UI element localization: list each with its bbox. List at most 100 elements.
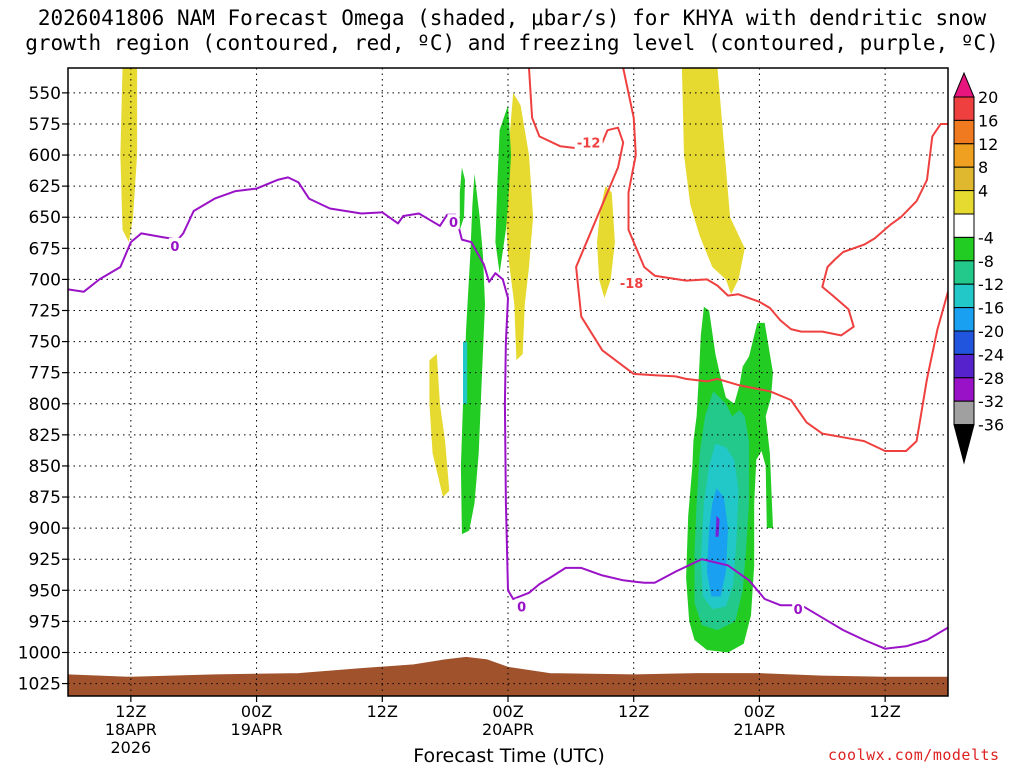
y-tick-label: 575 bbox=[29, 115, 61, 135]
y-tick-label: 775 bbox=[29, 364, 61, 384]
omega-region-13 bbox=[715, 515, 720, 537]
title-line-2: growth region (contoured, red, ºC) and f… bbox=[25, 31, 999, 55]
colorbar-bottom-arrow bbox=[953, 424, 975, 465]
freezing-contour-label: 0 bbox=[449, 216, 458, 231]
omega-region-7 bbox=[460, 173, 485, 535]
colorbar-bin bbox=[953, 377, 975, 402]
colorbar-bin bbox=[953, 330, 975, 355]
y-tick-label: 550 bbox=[29, 84, 61, 104]
colorbar-bin bbox=[953, 307, 975, 332]
x-tick-date-label: 20APR bbox=[482, 720, 534, 739]
colorbar-label: -12 bbox=[978, 275, 1004, 294]
x-tick-label: 12Z bbox=[869, 702, 900, 721]
y-tick-label: 825 bbox=[29, 426, 61, 446]
y-tick-label: 1000 bbox=[18, 643, 61, 663]
colorbar-label: 16 bbox=[978, 111, 998, 130]
chart-title: 2026041806 NAM Forecast Omega (shaded, μ… bbox=[0, 6, 1024, 56]
y-tick-label: 600 bbox=[29, 146, 61, 166]
colorbar-label: -4 bbox=[978, 228, 994, 247]
freezing-contour-label: 0 bbox=[517, 600, 526, 615]
terrain-fill bbox=[68, 656, 948, 696]
title-line-1: 2026041806 NAM Forecast Omega (shaded, μ… bbox=[37, 6, 987, 30]
x-tick-label: 00Z bbox=[492, 702, 523, 721]
y-tick-label: 700 bbox=[29, 270, 61, 290]
contour-layer bbox=[68, 68, 948, 650]
gridlines bbox=[68, 68, 948, 696]
colorbar-bin bbox=[953, 190, 975, 215]
y-tick-label: 950 bbox=[29, 581, 61, 601]
colorbar-bin bbox=[953, 213, 975, 238]
dgz-contour-0 bbox=[528, 68, 948, 452]
terrain-layer bbox=[68, 656, 948, 696]
y-tick-label: 725 bbox=[29, 301, 61, 321]
colorbar-label: -36 bbox=[978, 416, 1004, 435]
y-tick-label: 900 bbox=[29, 519, 61, 539]
y-tick-label: 1025 bbox=[18, 675, 61, 695]
freezing-label-bg bbox=[792, 600, 805, 616]
y-tick-label: 625 bbox=[29, 177, 61, 197]
dgz-label-bg bbox=[574, 134, 603, 150]
colorbar-label: 8 bbox=[978, 158, 988, 177]
colorbar: 20 16 12 8 4 -4 -8 -12 -16 -20 -24 -28 -32 -36 bbox=[953, 71, 1004, 465]
colorbar-bin bbox=[953, 96, 975, 121]
x-tick-date-label: 18APR bbox=[105, 720, 157, 739]
omega-region-2 bbox=[505, 92, 534, 361]
omega-region-6 bbox=[459, 167, 465, 230]
x-tick-date-label: 2026 bbox=[110, 738, 151, 757]
colorbar-label: -8 bbox=[978, 252, 994, 271]
x-tick-label: 00Z bbox=[744, 702, 775, 721]
freezing-contour-label: 0 bbox=[170, 240, 179, 255]
freezing-label-bg bbox=[447, 214, 460, 230]
omega-region-4 bbox=[681, 68, 745, 295]
omega-region-3 bbox=[597, 186, 615, 299]
y-tick-label: 750 bbox=[29, 333, 61, 353]
colorbar-bin bbox=[953, 260, 975, 285]
y-tick-label: 650 bbox=[29, 208, 61, 228]
omega-region-12 bbox=[707, 488, 728, 597]
x-tick-label: 12Z bbox=[367, 702, 398, 721]
omega-region-1 bbox=[429, 354, 450, 497]
x-tick-date-label: 19APR bbox=[231, 720, 283, 739]
y-tick-label: 875 bbox=[29, 488, 61, 508]
colorbar-label: -28 bbox=[978, 369, 1004, 388]
y-tick-label: 925 bbox=[29, 550, 61, 570]
colorbar-label: 4 bbox=[978, 182, 988, 201]
colorbar-top-arrow bbox=[953, 71, 975, 98]
y-tick-label: 800 bbox=[29, 395, 61, 415]
y-axis: 550 575 600 625 650 675 700 725 750 775 800 825 850 8… bbox=[18, 84, 68, 695]
colorbar-bin bbox=[953, 400, 975, 426]
freezing-label-bg bbox=[515, 598, 528, 614]
colorbar-label: -16 bbox=[978, 299, 1004, 318]
contour-labels: -12 -18 0 0 0 0 bbox=[168, 134, 805, 618]
colorbar-label: -24 bbox=[978, 345, 1004, 364]
x-tick-date-label: 21APR bbox=[733, 720, 785, 739]
omega-region-5 bbox=[495, 105, 512, 274]
colorbar-bin bbox=[953, 353, 975, 379]
colorbar-bin bbox=[953, 283, 975, 309]
colorbar-label: -32 bbox=[978, 392, 1004, 411]
colorbar-label: 20 bbox=[978, 88, 998, 107]
watermark: coolwx.com/modelts bbox=[828, 746, 1000, 764]
colorbar-bin bbox=[953, 166, 975, 192]
colorbar-bin bbox=[953, 236, 975, 262]
x-tick-label: 12Z bbox=[618, 702, 649, 721]
colorbar-label: -20 bbox=[978, 322, 1004, 341]
dgz-contour-label: -18 bbox=[620, 277, 644, 292]
colorbar-bin bbox=[953, 143, 975, 168]
colorbar-bin bbox=[953, 119, 975, 145]
y-tick-label: 975 bbox=[29, 612, 61, 632]
freezing-level-contour bbox=[68, 176, 948, 650]
y-tick-label: 675 bbox=[29, 239, 61, 259]
freezing-label-bg bbox=[168, 237, 181, 253]
freezing-contour-label: 0 bbox=[794, 603, 803, 618]
x-tick-label: 00Z bbox=[241, 702, 272, 721]
omega-shading-layer bbox=[120, 68, 773, 653]
x-tick-label: 12Z bbox=[115, 702, 146, 721]
dgz-contour-label: -12 bbox=[577, 137, 601, 152]
dgz-label-bg bbox=[617, 275, 646, 291]
dgz-contour-1 bbox=[622, 68, 948, 337]
colorbar-label: 12 bbox=[978, 135, 998, 154]
y-tick-label: 850 bbox=[29, 457, 61, 477]
